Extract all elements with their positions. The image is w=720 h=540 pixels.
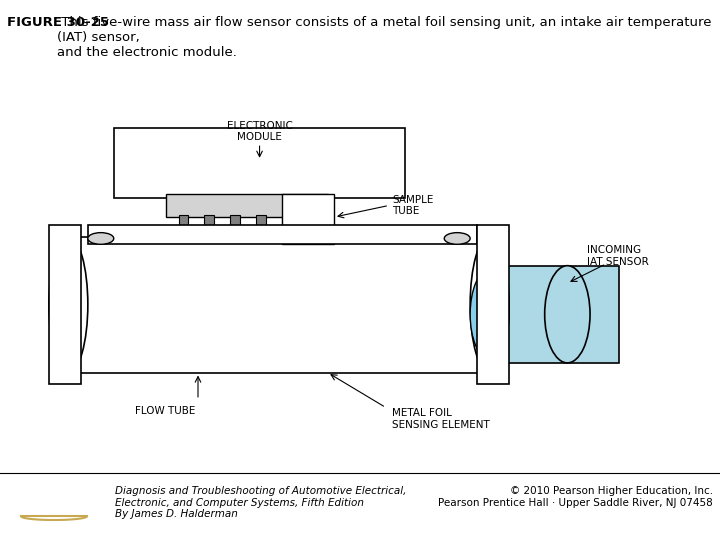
Ellipse shape	[49, 237, 88, 373]
Ellipse shape	[88, 233, 114, 244]
Text: Diagnosis and Troubleshooting of Automotive Electrical,
Electronic, and Computer: Diagnosis and Troubleshooting of Automot…	[115, 486, 407, 519]
Ellipse shape	[470, 269, 509, 359]
Text: © 2010 Pearson Higher Education, Inc.
Pearson Prentice Hall · Upper Saddle River: © 2010 Pearson Higher Education, Inc. Pe…	[438, 486, 713, 508]
Text: ELECTRONIC
MODULE: ELECTRONIC MODULE	[227, 121, 292, 143]
Bar	[230, 215, 240, 237]
Bar	[282, 215, 292, 237]
Ellipse shape	[544, 266, 590, 363]
Bar	[166, 194, 328, 217]
Text: PEARSON: PEARSON	[15, 492, 93, 507]
Bar	[179, 215, 189, 237]
Text: FLOW TUBE: FLOW TUBE	[135, 407, 196, 416]
Bar	[49, 225, 81, 384]
Bar	[114, 127, 405, 198]
Ellipse shape	[470, 237, 509, 373]
Text: FIGURE 30-25: FIGURE 30-25	[7, 16, 109, 29]
Text: METAL FOIL
SENSING ELEMENT: METAL FOIL SENSING ELEMENT	[392, 408, 490, 430]
Bar	[256, 215, 266, 237]
Bar	[477, 225, 509, 384]
Bar	[282, 194, 334, 244]
Bar	[68, 237, 490, 373]
Text: INCOMING
IAT SENSOR: INCOMING IAT SENSOR	[587, 245, 649, 267]
Bar	[88, 225, 477, 244]
Bar	[204, 215, 215, 237]
Text: SAMPLE
TUBE: SAMPLE TUBE	[392, 194, 433, 216]
Bar	[490, 266, 619, 363]
Ellipse shape	[444, 233, 470, 244]
Text: This five-wire mass air flow sensor consists of a metal foil sensing unit, an in: This five-wire mass air flow sensor cons…	[58, 16, 712, 59]
